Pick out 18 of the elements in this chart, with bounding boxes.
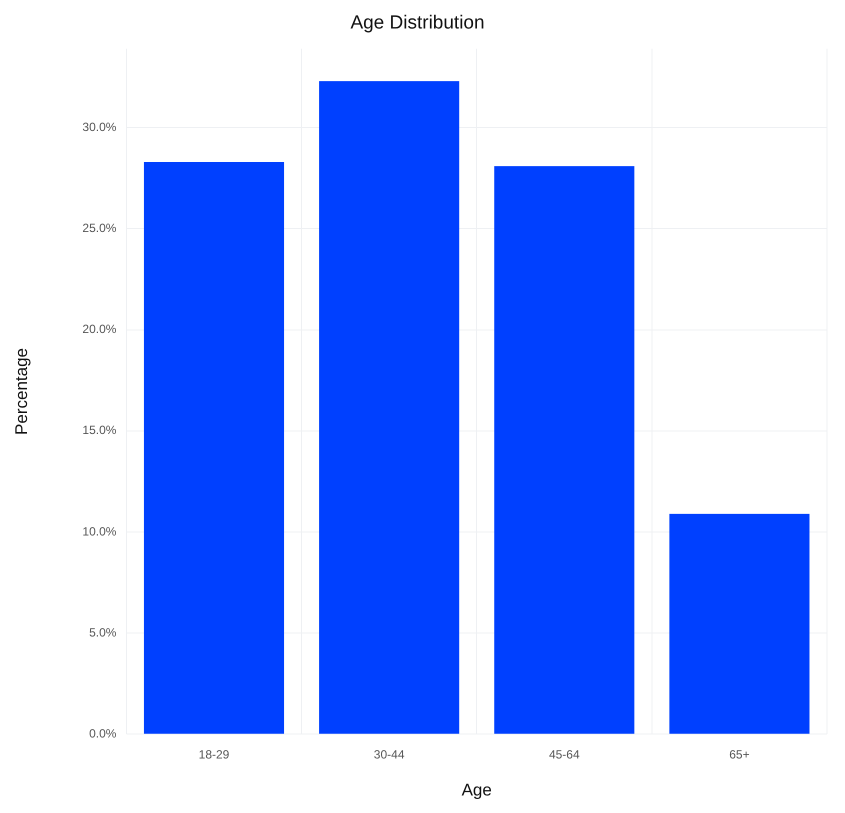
y-tick-label: 0.0%	[89, 726, 117, 741]
bar	[319, 81, 460, 734]
bar	[144, 162, 284, 734]
x-tick-label: 18-29	[198, 748, 230, 762]
y-tick-label: 15.0%	[82, 423, 117, 438]
x-tick-label: 65+	[729, 748, 750, 762]
x-tick-label: 45-64	[548, 748, 580, 762]
x-axis-title: Age	[462, 780, 492, 800]
bar	[669, 514, 810, 734]
x-tick-label: 30-44	[374, 748, 405, 762]
y-tick-label: 10.0%	[82, 524, 117, 538]
bar	[494, 166, 634, 734]
y-tick-label: 20.0%	[82, 322, 117, 336]
chart-title: Age Distribution	[350, 12, 485, 34]
y-tick-label: 30.0%	[82, 120, 117, 134]
y-axis-title: Percentage	[12, 348, 31, 435]
y-tick-label: 25.0%	[82, 221, 117, 236]
y-tick-label: 5.0%	[89, 625, 117, 640]
